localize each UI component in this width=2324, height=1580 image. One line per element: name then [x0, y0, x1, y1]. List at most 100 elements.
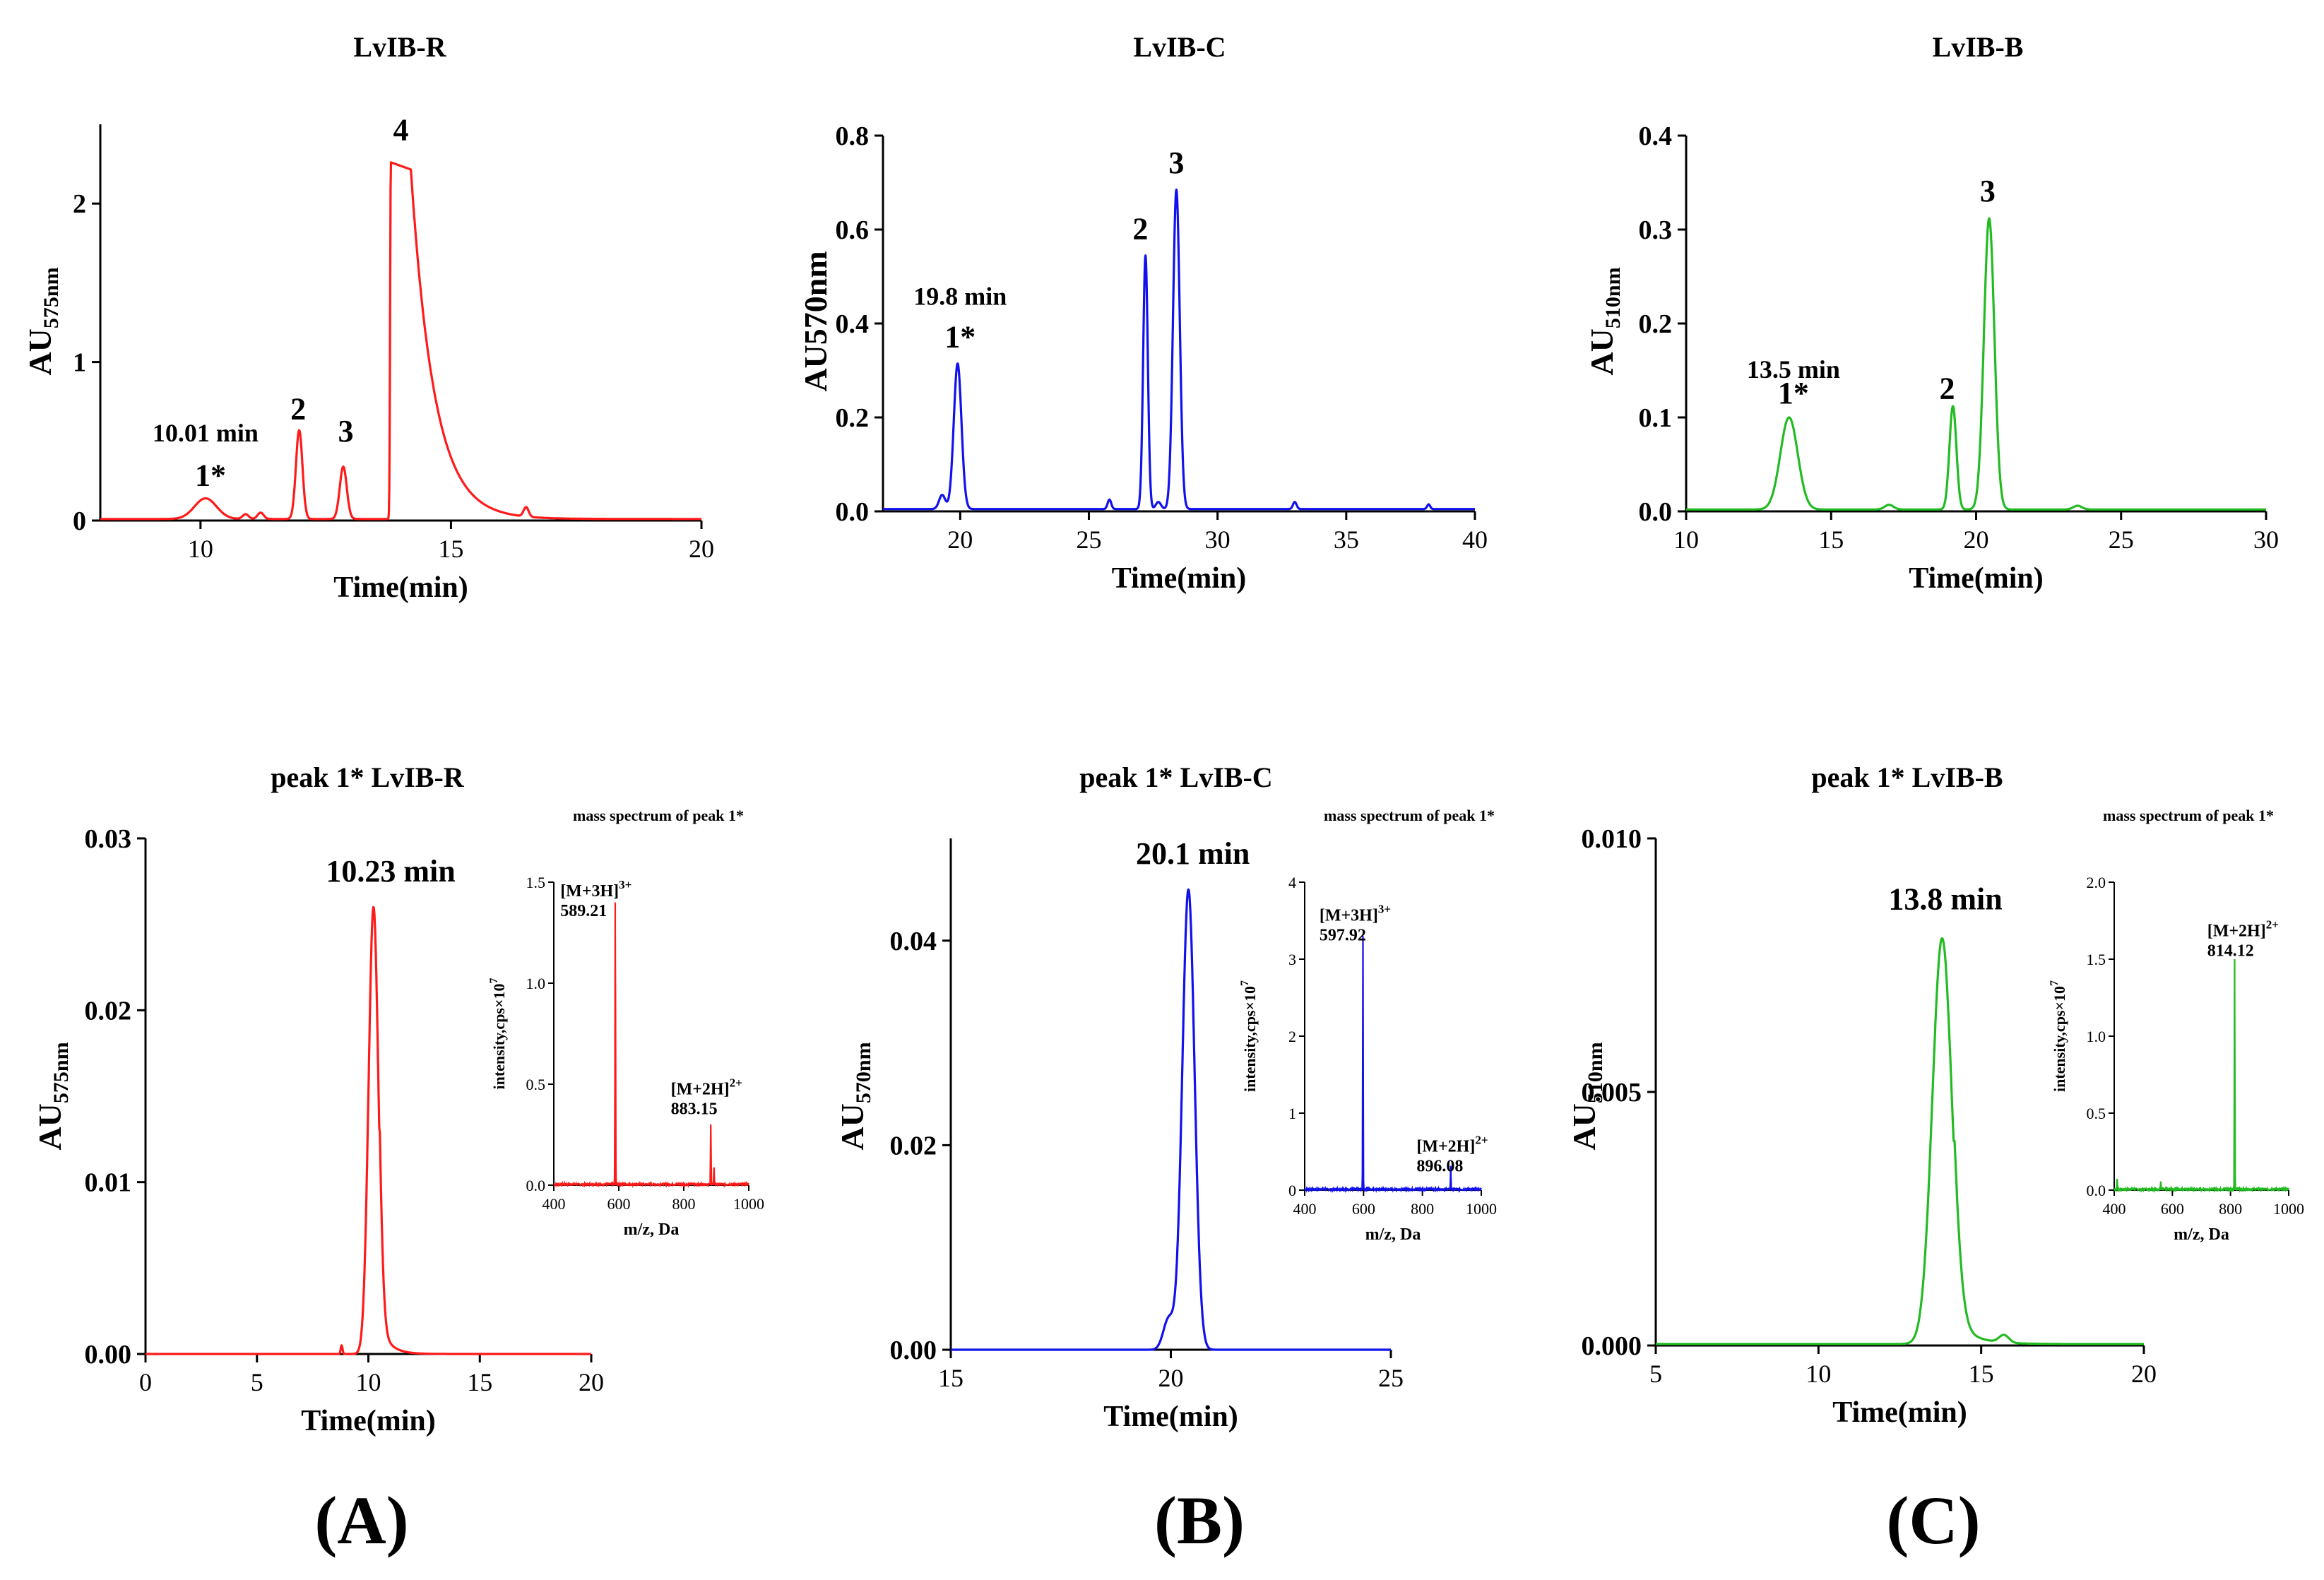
y-tick-label: 0.00	[890, 1336, 937, 1365]
inset-y-tick-label: 1	[1288, 1105, 1296, 1122]
x-tick-label: 25	[2109, 525, 2134, 554]
y-tick-label: 0.2	[1639, 309, 1673, 339]
y-axis-label: AU510nm	[1584, 267, 1625, 375]
chart-title: peak 1* LvIB-R	[271, 761, 464, 793]
inset-title: mass spectrum of peak 1*	[1324, 807, 1495, 824]
inset-y-tick-label: 0	[1288, 1182, 1296, 1199]
series-line	[1685, 217, 2267, 511]
inset-x-tick-label: 600	[1352, 1200, 1375, 1218]
inset-y-label: intensity,cps×107	[1239, 980, 1259, 1092]
ion-mz-label: 589.21	[560, 902, 607, 920]
y-tick-label: 0.0	[836, 497, 870, 527]
peak-annotation: 3	[1980, 174, 1996, 208]
y-tick-label: 0.3	[1639, 215, 1673, 245]
x-axis-label: Time(min)	[301, 1405, 436, 1437]
inset-x-label: m/z, Da	[624, 1220, 680, 1239]
inset-y-tick-label: 2	[1288, 1028, 1296, 1045]
y-tick-label: 0	[73, 506, 86, 536]
inset-x-tick-label: 800	[2219, 1200, 2242, 1218]
y-tick-label: 0.02	[890, 1131, 937, 1160]
inset-y-tick-label: 4	[1288, 874, 1296, 891]
ion-label: [M+2H]2+	[671, 1076, 742, 1098]
inset-y-tick-label: 1.0	[2087, 1028, 2106, 1045]
inset-y-tick-label: 1.5	[526, 874, 546, 891]
peak-annotation: 13.5 min	[1747, 355, 1840, 384]
figure-label-c: (C)	[1886, 1483, 1980, 1558]
chart-peak-B: peak 1* LvIB-B 5 10 15 20 0.000 0.005 0.010 Time…	[1566, 761, 2157, 1429]
peak-annotation: 20.1 min	[1136, 836, 1250, 871]
series-line	[144, 905, 593, 1355]
inset-ms-C: mass spectrum of peak 1* 400 600 800 1000 0 1 2…	[1239, 807, 1497, 1244]
chart-hplc-B: LvIB-B 10 15 20 25 30 0.0 0.1 0.2 0.3 0.4 Time(min)…	[1584, 31, 2279, 595]
y-tick-label: 0.0	[1639, 497, 1673, 527]
inset-y-tick-label: 0.0	[526, 1177, 546, 1194]
chart-title: LvIB-C	[1133, 31, 1226, 63]
chart-title: peak 1* LvIB-C	[1079, 761, 1272, 793]
series-line	[949, 888, 1392, 1351]
x-tick-label: 10	[1806, 1360, 1831, 1388]
x-tick-label: 15	[1818, 525, 1844, 554]
x-tick-label: 25	[1378, 1364, 1404, 1392]
x-tick-label: 10	[1673, 525, 1699, 554]
x-tick-label: 40	[1462, 525, 1488, 554]
ion-label: [M+2H]2+	[1416, 1134, 1488, 1156]
inset-x-tick-label: 1000	[1466, 1200, 1497, 1218]
chart-peak-C: peak 1* LvIB-C15 20 250.000.020.04Time(min…	[834, 761, 1404, 1433]
x-tick-label: 20	[947, 525, 973, 554]
chart-title: LvIB-B	[1933, 31, 2024, 63]
peak-annotation: 3	[1168, 145, 1184, 180]
peak-annotation: 13.8 min	[1888, 882, 2002, 917]
x-tick-label: 5	[1649, 1360, 1662, 1388]
y-tick-label: 0.010	[1582, 824, 1642, 854]
x-tick-label: 30	[1205, 525, 1231, 554]
inset-x-tick-label: 600	[2161, 1200, 2184, 1218]
inset-y-label: intensity,cps×107	[2049, 980, 2068, 1092]
inset-title: mass spectrum of peak 1*	[573, 807, 744, 824]
y-tick-label: 0.005	[1582, 1078, 1642, 1107]
y-tick-label: 0.6	[836, 215, 870, 245]
figure-label-b: (B)	[1154, 1483, 1245, 1558]
y-axis-label: AU510nm	[1566, 1042, 1607, 1150]
inset-spectrum	[1304, 936, 1483, 1194]
y-tick-label: 0.8	[836, 121, 870, 151]
y-tick-label: 1	[73, 348, 86, 378]
peak-annotation: 3	[338, 414, 353, 449]
chart-hplc-C: LvIB-C 20 25 30 35 40 0.0 0.2 0.4 0.6 0.8 Time(min)…	[798, 31, 1488, 595]
inset-x-tick-label: 400	[543, 1195, 566, 1213]
inset-y-label: intensity,cps×107	[488, 978, 508, 1089]
inset-ms-R: mass spectrum of peak 1* 400 600 800 1000 0.0…	[488, 807, 764, 1239]
peak-annotation: 19.8 min	[913, 282, 1007, 310]
x-tick-label: 35	[1334, 525, 1359, 554]
x-axis-label: Time(min)	[1112, 562, 1247, 595]
y-tick-label: 0.02	[85, 996, 132, 1026]
ion-mz-label: 883.15	[671, 1100, 718, 1118]
inset-x-tick-label: 800	[672, 1195, 696, 1213]
x-axis-label: Time(min)	[1832, 1396, 1967, 1429]
ion-mz-label: 597.92	[1320, 927, 1366, 945]
y-tick-label: 0.1	[1639, 403, 1673, 433]
x-tick-label: 20	[689, 535, 714, 563]
inset-x-tick-label: 400	[1293, 1200, 1317, 1218]
inset-spectrum	[553, 902, 749, 1189]
inset-y-tick-label: 3	[1288, 951, 1296, 968]
x-tick-label: 15	[467, 1368, 492, 1396]
y-tick-label: 0.000	[1582, 1331, 1642, 1361]
x-tick-label: 5	[251, 1368, 263, 1396]
chart-peak-R: peak 1* LvIB-R 0 5 10 15 20 0.00 0.01 0.02 0.03 Ti…	[32, 761, 604, 1437]
x-tick-label: 20	[1158, 1364, 1184, 1392]
chart-title: peak 1* LvIB-B	[1811, 761, 2003, 793]
peak-annotation: 1*	[1778, 376, 1809, 410]
y-tick-label: 0.4	[836, 309, 870, 339]
y-tick-label: 0.04	[890, 927, 937, 956]
y-tick-label: 0.00	[85, 1340, 132, 1370]
x-tick-label: 0	[139, 1368, 152, 1396]
series-line	[882, 188, 1476, 511]
x-tick-label: 20	[1964, 525, 1989, 554]
y-tick-label: 0.2	[836, 403, 870, 433]
y-tick-label: 0.4	[1639, 121, 1673, 151]
peak-annotation: 10.23 min	[326, 854, 455, 889]
inset-spectrum	[2113, 959, 2290, 1194]
peak-annotation: 2	[290, 391, 306, 426]
